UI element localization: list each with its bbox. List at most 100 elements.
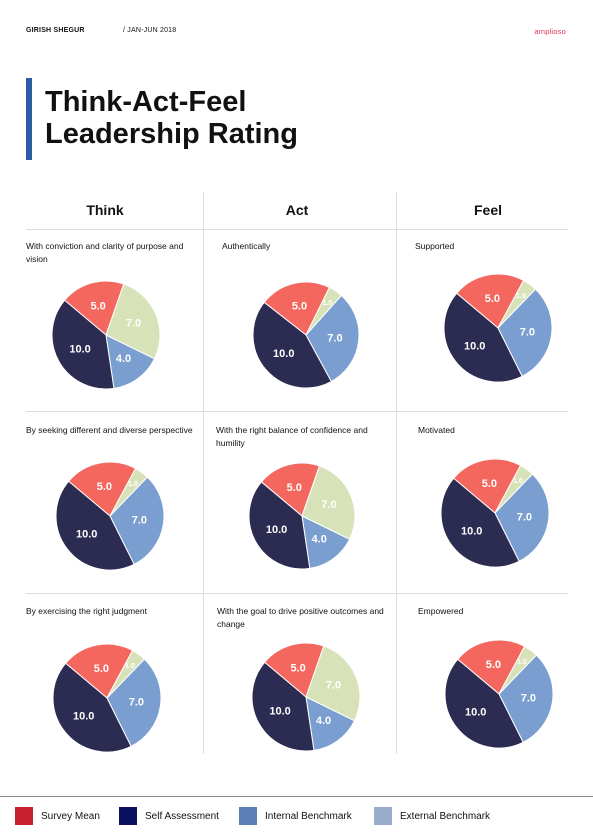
- legend-label: Internal Benchmark: [265, 810, 352, 822]
- chart-caption: By exercising the right judgment: [26, 606, 147, 616]
- header-divider: [26, 229, 568, 230]
- row-divider-2: [26, 593, 568, 594]
- column-header-feel: Feel: [473, 202, 502, 218]
- legend-item-internal-benchmark: Internal Benchmark: [239, 807, 352, 825]
- chart-caption: Authentically: [222, 241, 271, 251]
- pie-slice: [252, 301, 332, 389]
- pie-slice: [63, 280, 125, 336]
- pie-slice-label: 1.0: [128, 481, 138, 488]
- pie-slice-label: 5.0: [485, 293, 500, 305]
- pie-slice-label: 7.0: [321, 499, 336, 511]
- pie-slice-label: 10.0: [465, 706, 486, 718]
- chart-caption: Supported: [415, 241, 455, 251]
- author-name: GIRISH SHEGUR: [26, 27, 85, 34]
- footer-divider: [0, 796, 593, 797]
- pie-slice: [440, 477, 520, 568]
- pie-slice-label: 7.0: [327, 332, 342, 344]
- pie-slice-label: 10.0: [76, 528, 97, 540]
- pie-chart: 5.0 7.0 4.0 10.0: [251, 642, 361, 752]
- pie-slice-label: 5.0: [482, 478, 497, 490]
- chart-caption: Motivated: [418, 425, 455, 435]
- pie-slice: [248, 481, 311, 570]
- pie-slice-label: 1.0: [125, 663, 135, 670]
- pie-slice-label: 5.0: [287, 482, 302, 494]
- pie-slice-label: 4.0: [116, 353, 131, 365]
- pie-slice-label: 10.0: [464, 340, 485, 352]
- pie-slice: [52, 662, 132, 753]
- legend-swatch: [15, 807, 33, 825]
- pie-slice: [456, 639, 526, 695]
- legend-label: Self Assessment: [145, 810, 219, 822]
- report-period: / JAN-JUN 2018: [123, 27, 177, 34]
- pie-slice-label: 5.0: [97, 481, 112, 493]
- legend-label: Survey Mean: [41, 810, 100, 822]
- pie-slice-label: 7.0: [521, 692, 536, 704]
- pie-slice-label: 10.0: [273, 348, 294, 360]
- legend-swatch: [119, 807, 137, 825]
- chart-caption: With the goal to drive positive outcomes…: [217, 606, 384, 629]
- pie-chart: 5.0 1.0 7.0 10.0: [252, 281, 360, 389]
- pie-slice-label: 7.0: [517, 511, 532, 523]
- legend-swatch: [239, 807, 257, 825]
- pie-slice-label: 7.0: [132, 514, 147, 526]
- chart-caption: With the right balance of confidence and…: [216, 425, 368, 448]
- legend-item-self-assessment: Self Assessment: [119, 807, 219, 825]
- pie-slice-label: 10.0: [69, 344, 90, 356]
- column-divider-1: [203, 192, 204, 754]
- pie-slice-label: 1.0: [516, 293, 526, 300]
- pie-slice-label: 7.0: [326, 680, 341, 692]
- pie-slice-label: 7.0: [520, 326, 535, 338]
- pie-slice: [305, 645, 361, 722]
- pie-slice-label: 7.0: [129, 696, 144, 708]
- pie-slice-label: 1.0: [513, 478, 523, 485]
- chart-caption: Empowered: [418, 606, 464, 616]
- pie-slice-label: 5.0: [94, 663, 109, 675]
- pie-slice-label: 10.0: [73, 710, 94, 722]
- pie-slice-label: 1.0: [323, 300, 333, 307]
- pie-slice: [305, 294, 360, 383]
- pie-slice: [64, 643, 134, 699]
- pie-slice: [55, 480, 135, 571]
- pie-slice: [444, 658, 524, 749]
- pie-slice-label: 5.0: [292, 301, 307, 313]
- legend-swatch: [374, 807, 392, 825]
- brand-logo: amplioso: [534, 27, 566, 36]
- legend-label: External Benchmark: [400, 810, 491, 822]
- pie-slice-label: 7.0: [126, 318, 141, 330]
- pie-chart: 5.0 7.0 4.0 10.0: [248, 462, 356, 570]
- pie-slice: [305, 696, 356, 751]
- column-divider-2: [396, 192, 397, 754]
- pie-slice-label: 10.0: [269, 706, 290, 718]
- title-accent-bar: [26, 78, 32, 160]
- column-header-act: Act: [285, 202, 309, 218]
- pie-slice: [452, 458, 522, 514]
- pie-slice-label: 4.0: [316, 715, 331, 727]
- legend: Survey Mean Self Assessment Internal Ben…: [0, 807, 593, 829]
- chart-caption: With conviction and clarity of purpose a…: [26, 241, 184, 264]
- pie-chart: 5.0 7.0 4.0 10.0: [51, 280, 161, 390]
- pie-slice: [260, 462, 321, 517]
- pie-slice-label: 1.0: [517, 659, 527, 666]
- pie-chart: 5.0 1.0 7.0 10.0: [440, 458, 550, 568]
- page-title-line-2: Leadership Rating: [45, 118, 298, 150]
- chart-caption: By seeking different and diverse perspec…: [26, 425, 193, 435]
- legend-item-external-benchmark: External Benchmark: [374, 807, 490, 825]
- pie-slice: [263, 281, 331, 336]
- pie-slice: [301, 465, 356, 541]
- pie-slice-label: 5.0: [486, 659, 501, 671]
- pie-slice: [105, 334, 156, 389]
- pie-slice-label: 4.0: [312, 534, 327, 546]
- pie-slice: [105, 283, 161, 360]
- pie-slice: [67, 461, 137, 517]
- pie-slice: [455, 273, 525, 329]
- pie-slice: [51, 299, 115, 390]
- pie-chart: 5.0 1.0 7.0 10.0: [52, 643, 162, 753]
- page-title: Think-Act-Feel Leadership Rating: [45, 86, 298, 150]
- pie-chart: 5.0 1.0 7.0 10.0: [443, 273, 553, 383]
- pie-slice: [263, 642, 325, 698]
- pie-slice: [443, 292, 523, 383]
- pie-chart: 5.0 1.0 7.0 10.0: [444, 639, 554, 749]
- pie-slice-label: 5.0: [290, 662, 305, 674]
- legend-item-survey-mean: Survey Mean: [15, 807, 100, 825]
- column-header-think: Think: [86, 202, 124, 218]
